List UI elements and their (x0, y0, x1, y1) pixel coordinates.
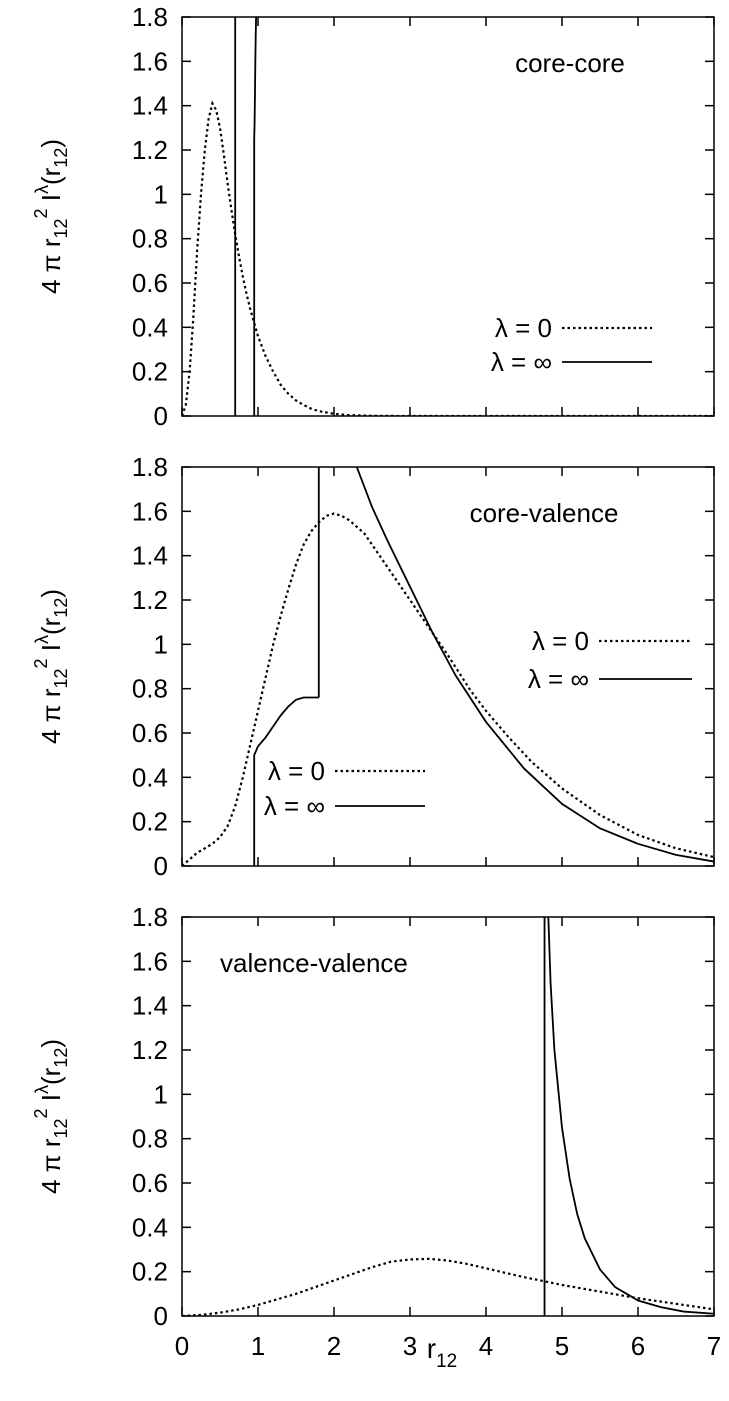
y-tick-label: 0 (154, 1301, 168, 1331)
y-tick-label: 0.6 (132, 1168, 168, 1198)
x-axis-label: r12 (427, 1333, 457, 1372)
x-tick-label: 6 (631, 1331, 645, 1361)
y-tick-label: 1 (154, 179, 168, 209)
x-tick-label: 2 (327, 1331, 341, 1361)
y-tick-label: 0.2 (132, 1257, 168, 1287)
y-axis-label: 4 π r122 Iλ(r12) (31, 589, 71, 744)
series-line (253, 17, 257, 139)
legend-label: λ = 0 (495, 313, 552, 343)
y-tick-label: 1.6 (132, 946, 168, 976)
series-lambda-inf (253, 467, 714, 866)
y-tick-label: 0.4 (132, 762, 168, 792)
y-tick-label: 1.2 (132, 585, 168, 615)
y-tick-label: 0.4 (132, 1212, 168, 1242)
y-tick-label: 1.6 (132, 496, 168, 526)
x-tick-label: 4 (479, 1331, 493, 1361)
legend-label: λ = 0 (268, 756, 325, 786)
y-tick-label: 1.2 (132, 1035, 168, 1065)
series-line (253, 696, 319, 866)
y-tick-label: 1.4 (132, 541, 168, 571)
legend-label: λ = ∞ (491, 347, 552, 377)
series-line (182, 100, 714, 416)
plot-frame (181, 466, 715, 867)
series-lambda-inf (234, 17, 257, 416)
x-tick-label: 0 (175, 1331, 189, 1361)
panel-title: core-core (515, 48, 625, 78)
series-line (547, 917, 714, 1315)
y-axis-label: 4 π r122 Iλ(r12) (31, 1039, 71, 1194)
series-lambda-0 (182, 1257, 714, 1316)
y-tick-label: 0.4 (132, 312, 168, 342)
y-tick-label: 1.8 (132, 2, 168, 32)
y-tick-label: 0 (154, 401, 168, 431)
series-lambda-0 (182, 512, 714, 866)
y-tick-label: 0.8 (132, 1124, 168, 1154)
y-tick-label: 0.2 (132, 807, 168, 837)
y-tick-label: 1 (154, 629, 168, 659)
y-tick-label: 1.6 (132, 46, 168, 76)
y-tick-label: 1.2 (132, 135, 168, 165)
y-tick-label: 1.4 (132, 991, 168, 1021)
panel-title: valence-valence (220, 948, 408, 978)
series-lambda-0 (182, 100, 714, 416)
x-tick-label: 3 (403, 1331, 417, 1361)
panel-title: core-valence (470, 498, 619, 528)
y-tick-label: 1.4 (132, 91, 168, 121)
y-tick-label: 0.6 (132, 268, 168, 298)
legend-label: λ = 0 (532, 626, 589, 656)
series-line (182, 1257, 714, 1316)
y-tick-label: 0.8 (132, 674, 168, 704)
y-axis-label: 4 π r122 Iλ(r12) (31, 139, 71, 294)
series-line (355, 467, 714, 863)
x-tick-label: 5 (555, 1331, 569, 1361)
panel-valence-valence: 0 0.2 0.4 0.6 0.8 1 1.2 1.4 1.6 1.8 0 1 2 3 4 5 6 7 λ = 0 λ… (31, 756, 721, 1372)
y-tick-label: 0 (154, 851, 168, 881)
panel-core-valence: 0 0.2 0.4 0.6 0.8 1 1.2 1.4 1.6 1.8 λ = 0 λ = ∞ core… (31, 452, 715, 881)
x-tick-label: 1 (251, 1331, 265, 1361)
y-tick-label: 1.8 (132, 452, 168, 482)
panel-core-core: 0 0.2 0.4 0.6 0.8 1 1.2 1.4 1.6 1.8 λ = 0 λ = ∞ core… (31, 2, 715, 431)
x-tick-label: 7 (707, 1331, 721, 1361)
plot-frame (181, 16, 715, 417)
series-line (182, 512, 714, 866)
legend-label: λ = ∞ (264, 791, 325, 821)
legend-label: λ = ∞ (528, 664, 589, 694)
y-tick-label: 0.2 (132, 357, 168, 387)
series-lambda-inf (543, 917, 714, 1316)
plot-frame (181, 916, 715, 1317)
y-tick-label: 1.8 (132, 902, 168, 932)
y-tick-label: 1 (154, 1079, 168, 1109)
y-tick-label: 0.8 (132, 224, 168, 254)
y-tick-label: 0.6 (132, 718, 168, 748)
